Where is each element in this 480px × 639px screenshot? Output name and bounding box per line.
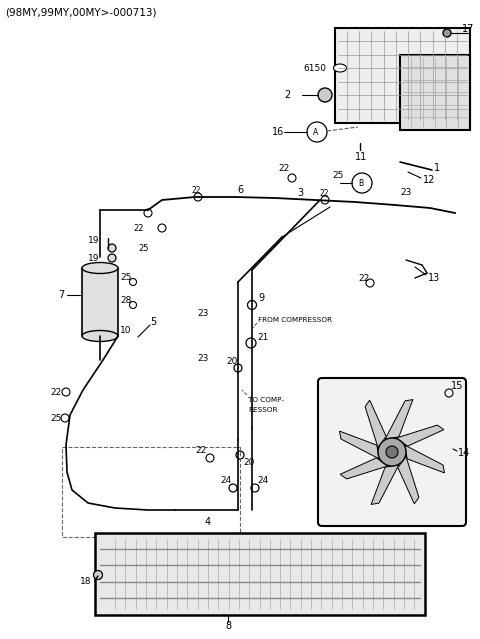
Text: 23: 23 [197, 353, 208, 362]
Text: 22: 22 [195, 445, 206, 454]
Text: TO COMP-: TO COMP- [248, 397, 284, 403]
Circle shape [94, 571, 103, 580]
Circle shape [445, 389, 453, 397]
Text: 6150: 6150 [303, 63, 326, 72]
Text: 17: 17 [462, 24, 474, 34]
Text: 9: 9 [258, 293, 264, 303]
Text: 28: 28 [120, 295, 132, 305]
Text: 20: 20 [243, 458, 254, 466]
Circle shape [236, 451, 244, 459]
Bar [82, 268, 118, 336]
Ellipse shape [82, 263, 118, 273]
Text: 18: 18 [80, 578, 92, 587]
Text: 22: 22 [320, 189, 329, 197]
Circle shape [206, 454, 214, 462]
Polygon shape [398, 456, 419, 504]
Text: 21: 21 [257, 332, 268, 341]
Text: 14: 14 [458, 448, 470, 458]
Polygon shape [405, 445, 444, 473]
Text: 2: 2 [284, 90, 290, 100]
Text: FROM COMPRESSOR: FROM COMPRESSOR [258, 317, 332, 323]
Circle shape [229, 484, 237, 492]
Text: 6: 6 [237, 185, 243, 195]
Text: 22: 22 [358, 273, 369, 282]
Text: 19: 19 [88, 254, 99, 263]
Text: 12: 12 [423, 175, 435, 185]
Text: 13: 13 [428, 273, 440, 283]
Circle shape [144, 209, 152, 217]
Text: B: B [358, 178, 363, 187]
Text: 19: 19 [88, 236, 99, 245]
Text: 16: 16 [272, 127, 284, 137]
Circle shape [61, 414, 69, 422]
Text: 22: 22 [278, 164, 289, 173]
Circle shape [248, 300, 256, 309]
Text: 1: 1 [434, 163, 440, 173]
Text: 22: 22 [133, 224, 144, 233]
Circle shape [234, 364, 242, 372]
Text: 3: 3 [297, 188, 303, 198]
Polygon shape [396, 425, 444, 446]
Polygon shape [339, 431, 379, 459]
Text: 7: 7 [58, 290, 64, 300]
Circle shape [288, 174, 296, 182]
Text: 10: 10 [120, 325, 132, 334]
Text: RESSOR: RESSOR [248, 407, 277, 413]
Text: 25: 25 [332, 171, 343, 180]
Text: 8: 8 [225, 621, 231, 631]
Text: 25: 25 [120, 272, 132, 282]
Text: 24: 24 [220, 475, 231, 484]
Text: 11: 11 [355, 152, 367, 162]
Polygon shape [371, 465, 399, 504]
Text: 22: 22 [192, 185, 202, 194]
Circle shape [251, 484, 259, 492]
Text: A: A [313, 128, 318, 137]
Circle shape [108, 244, 116, 252]
Text: 15: 15 [451, 381, 463, 391]
Text: 25: 25 [138, 243, 148, 252]
Text: 23: 23 [400, 187, 411, 197]
Bar [400, 55, 470, 130]
Circle shape [307, 122, 327, 142]
Text: 23: 23 [197, 309, 208, 318]
Circle shape [378, 438, 406, 466]
Text: 20: 20 [226, 357, 238, 366]
Ellipse shape [334, 64, 347, 72]
Circle shape [386, 446, 398, 458]
Circle shape [130, 279, 136, 286]
Circle shape [318, 88, 332, 102]
Polygon shape [385, 399, 413, 439]
Circle shape [108, 254, 116, 262]
Polygon shape [365, 400, 386, 448]
FancyBboxPatch shape [318, 378, 466, 526]
Circle shape [321, 196, 329, 204]
Ellipse shape [82, 330, 118, 341]
Circle shape [130, 302, 136, 309]
Circle shape [194, 193, 202, 201]
Circle shape [366, 279, 374, 287]
Text: 25: 25 [50, 413, 61, 422]
Circle shape [62, 388, 70, 396]
Text: 5: 5 [150, 317, 156, 327]
Bar [62, 447, 240, 537]
Circle shape [352, 173, 372, 193]
Circle shape [246, 338, 256, 348]
Text: 22: 22 [50, 387, 61, 397]
Text: 24: 24 [257, 475, 268, 484]
Text: (98MY,99MY,00MY>-000713): (98MY,99MY,00MY>-000713) [5, 7, 156, 17]
Bar [335, 28, 470, 123]
Text: 4: 4 [205, 517, 211, 527]
Circle shape [443, 29, 451, 37]
Polygon shape [340, 458, 388, 479]
Circle shape [158, 224, 166, 232]
Bar [95, 533, 425, 615]
